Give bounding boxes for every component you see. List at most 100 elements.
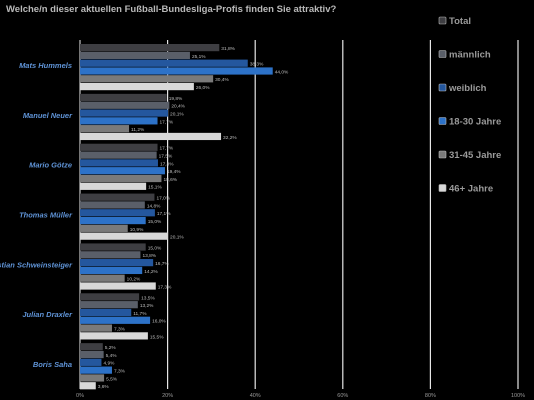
bar (80, 282, 156, 290)
value-label: 15,1% (148, 185, 162, 191)
value-label: 16,0% (152, 319, 166, 325)
bar (80, 324, 112, 332)
legend-swatch (438, 83, 447, 92)
bar (80, 83, 194, 91)
legend-label: Total (449, 16, 471, 27)
bar (80, 209, 155, 217)
bar (80, 251, 141, 259)
bar (80, 350, 104, 359)
value-label: 15,0% (148, 245, 162, 251)
value-label: 17,7% (160, 119, 174, 125)
legend-layer: Total männlich weiblich 18-30 Jahre 31-45 Ja… (438, 16, 501, 195)
legend-swatch (438, 16, 447, 25)
bar (80, 259, 154, 267)
value-label: 30,4% (215, 77, 229, 83)
value-label: 17,1% (157, 211, 171, 217)
bar (80, 358, 102, 366)
value-label: 32,2% (223, 135, 237, 141)
value-label: 10,2% (127, 277, 141, 283)
bar (80, 193, 155, 201)
value-label: 7,3% (114, 369, 126, 375)
category-label: Thomas Müller (19, 211, 73, 220)
value-label: 38,3% (250, 62, 264, 68)
bar (80, 374, 105, 382)
bar (80, 159, 158, 167)
x-tick-label: 100% (511, 393, 525, 399)
value-label: 17,0% (156, 196, 170, 202)
value-label: 17,8% (160, 161, 174, 167)
value-label: 10,9% (130, 227, 144, 233)
bar (80, 216, 146, 225)
bar (80, 332, 148, 340)
value-label: 5,2% (105, 345, 117, 351)
x-tick-label: 80% (425, 393, 436, 399)
category-label: Bastian Schweinsteiger (0, 260, 73, 269)
value-label: 14,8% (147, 203, 161, 209)
bars-layer (80, 44, 273, 390)
value-label: 13,5% (141, 295, 155, 301)
legend-label: 31-45 Jahre (449, 150, 501, 161)
value-label: 26,0% (196, 85, 210, 91)
bar (80, 301, 138, 309)
chart-title: Welche/n dieser aktuellen Fußball-Bundes… (6, 4, 337, 15)
bar (80, 143, 158, 151)
value-label: 11,2% (131, 127, 145, 133)
bar (80, 75, 214, 83)
value-label: 17,3% (158, 284, 172, 290)
value-label: 15,0% (148, 219, 162, 225)
value-label: 25,1% (192, 54, 206, 60)
value-label: 19,8% (169, 96, 183, 102)
bar (80, 67, 273, 75)
category-label: Manuel Neuer (23, 111, 73, 120)
bar (80, 266, 143, 275)
bar (80, 51, 190, 59)
bar (80, 167, 165, 175)
value-label: 5,4% (106, 353, 118, 359)
legend-label: 46+ Jahre (449, 184, 493, 195)
legend-swatch (438, 184, 447, 192)
x-tick-label: 0% (76, 393, 84, 399)
bar (80, 308, 132, 317)
legend-swatch (438, 117, 447, 125)
bar (80, 44, 220, 52)
value-label: 13,2% (140, 303, 154, 309)
bar (80, 201, 145, 209)
labels-layer: Mats Hummels 31,8% 25,1% 38,3% 44,0% 30,4% 26,… (0, 46, 289, 390)
value-label: 20,1% (170, 111, 184, 117)
bar (80, 174, 162, 183)
bar (80, 93, 167, 102)
legend-label: männlich (449, 50, 491, 61)
category-label: Julian Draxler (22, 310, 73, 319)
value-label: 44,0% (275, 69, 289, 75)
bar (80, 59, 248, 67)
x-tick-label: 20% (162, 393, 173, 399)
value-label: 20,4% (171, 104, 185, 110)
legend-label: 18-30 Jahre (449, 117, 501, 128)
value-label: 17,5% (159, 154, 173, 160)
value-label: 16,7% (155, 261, 169, 267)
bar (80, 243, 146, 251)
bar (80, 366, 112, 374)
value-label: 13,8% (142, 253, 156, 259)
bar (80, 101, 170, 109)
value-label: 4,9% (103, 361, 115, 367)
category-label: Boris Saha (33, 360, 72, 369)
bar (80, 125, 130, 133)
value-label: 5,5% (106, 376, 118, 382)
value-label: 7,3% (114, 326, 126, 332)
bar (80, 343, 103, 351)
value-label: 17,7% (160, 146, 174, 152)
value-label: 20,1% (170, 235, 184, 241)
bar (80, 151, 157, 159)
legend-swatch (438, 50, 447, 58)
value-label: 3,6% (98, 384, 110, 390)
bar (80, 293, 140, 301)
legend-swatch (438, 150, 447, 159)
bar (80, 109, 169, 117)
x-tick-label: 40% (250, 393, 261, 399)
value-label: 14,2% (144, 269, 158, 275)
bar (80, 224, 128, 232)
bar (80, 382, 96, 390)
value-label: 15,5% (150, 334, 164, 340)
